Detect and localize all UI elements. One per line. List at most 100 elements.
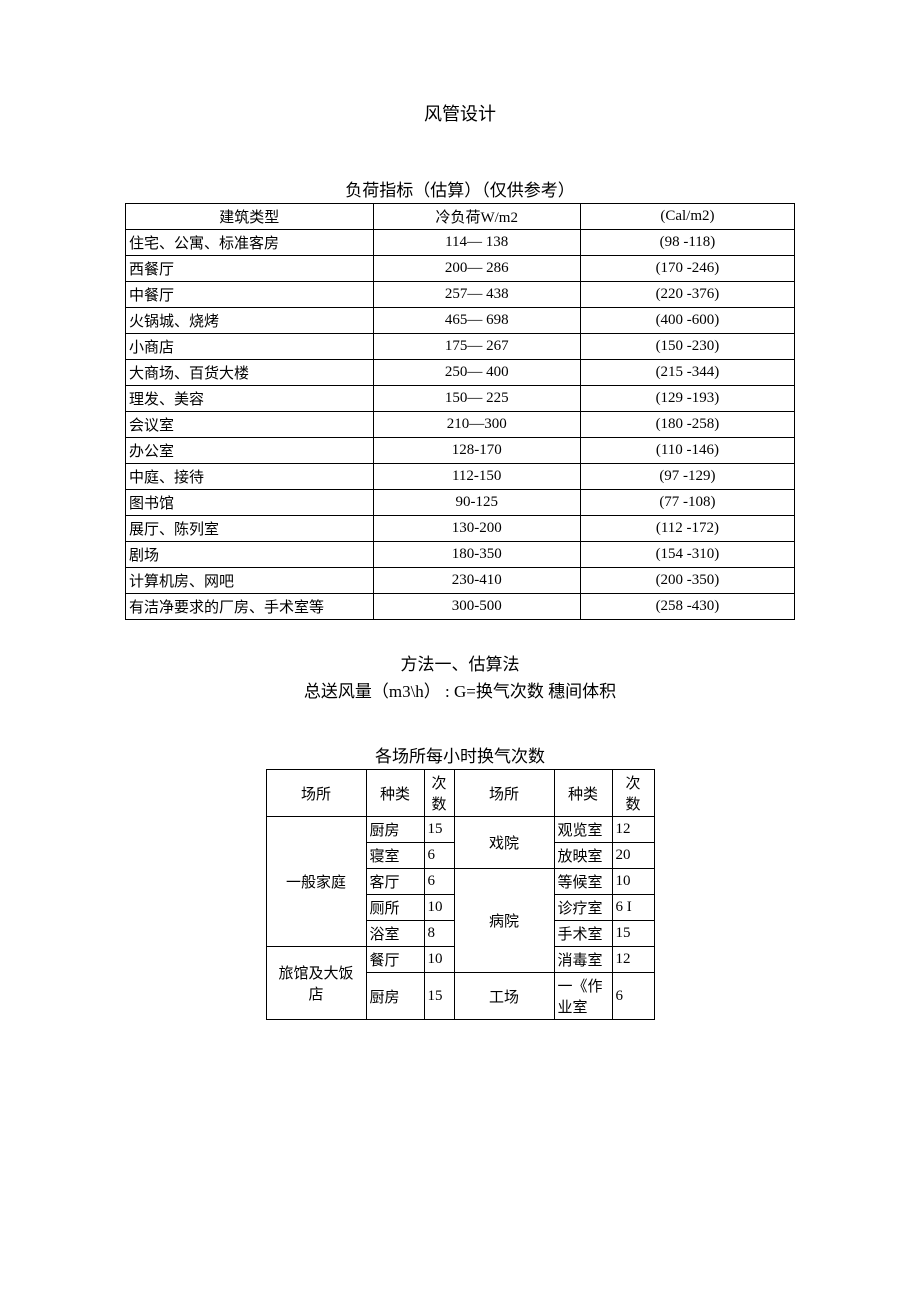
t1-cell: 300-500 xyxy=(373,594,580,620)
table2-title: 各场所每小时换气次数 xyxy=(125,742,795,767)
table-row: 火锅城、烧烤465— 698(400 -600) xyxy=(126,308,795,334)
t1-cell: 图书馆 xyxy=(126,490,374,516)
t1-cell: 计算机房、网吧 xyxy=(126,568,374,594)
table-row: 图书馆90-125(77 -108) xyxy=(126,490,795,516)
t1-cell: 90-125 xyxy=(373,490,580,516)
t1-cell: (97 -129) xyxy=(580,464,794,490)
t2-cell: 12 xyxy=(612,947,654,973)
t1-cell: (258 -430) xyxy=(580,594,794,620)
t2-place-factory: 工场 xyxy=(454,973,554,1020)
table-row: 计算机房、网吧230-410(200 -350) xyxy=(126,568,795,594)
t2-cell: 放映室 xyxy=(554,843,612,869)
t2-cell: 15 xyxy=(424,973,454,1020)
t2-cell: 观览室 xyxy=(554,817,612,843)
t2-count-text: 6 xyxy=(616,899,627,915)
table-row: 一般家庭 厨房 15 戏院 观览室 12 xyxy=(266,817,654,843)
t2-cell: 10 xyxy=(424,895,454,921)
t1-cell: (129 -193) xyxy=(580,386,794,412)
doc-title: 风管设计 xyxy=(125,100,795,126)
t1-cell: 大商场、百货大楼 xyxy=(126,360,374,386)
t2-cell: 手术室 xyxy=(554,921,612,947)
t1-cell: 中庭、接待 xyxy=(126,464,374,490)
t1-cell: 办公室 xyxy=(126,438,374,464)
t1-cell: (150 -230) xyxy=(580,334,794,360)
t1-cell: 250— 400 xyxy=(373,360,580,386)
t1-cell: (215 -344) xyxy=(580,360,794,386)
t2-cell: 15 xyxy=(424,817,454,843)
table-row: 中庭、接待112-150(97 -129) xyxy=(126,464,795,490)
t2-place-hotel: 旅馆及大饭 店 xyxy=(266,947,366,1020)
t1-cell: 会议室 xyxy=(126,412,374,438)
air-change-table: 场所 种类 次 数 场所 种类 次数 一般家庭 厨房 15 戏院 观览室 12 … xyxy=(266,769,655,1020)
table-row: 中餐厅257— 438(220 -376) xyxy=(126,282,795,308)
t2-cell: 15 xyxy=(612,921,654,947)
table-row: 有洁净要求的厂房、手术室等300-500(258 -430) xyxy=(126,594,795,620)
t1-cell: 114— 138 xyxy=(373,230,580,256)
t1-cell: 180-350 xyxy=(373,542,580,568)
t2-place-home: 一般家庭 xyxy=(266,817,366,947)
t1-cell: (400 -600) xyxy=(580,308,794,334)
t2-cell: 8 xyxy=(424,921,454,947)
mark-icon: I xyxy=(627,899,632,915)
t2-h-kind1: 种类 xyxy=(366,770,424,817)
t1-cell: (220 -376) xyxy=(580,282,794,308)
t2-cell: 诊疗室 xyxy=(554,895,612,921)
t1-cell: 230-410 xyxy=(373,568,580,594)
t2-cell: 20 xyxy=(612,843,654,869)
t2-cell: 厕所 xyxy=(366,895,424,921)
t2-h-kind2: 种类 xyxy=(554,770,612,817)
t1-cell: 中餐厅 xyxy=(126,282,374,308)
t2-cell: 6 xyxy=(612,973,654,1020)
t2-cell: 一《作业室 xyxy=(554,973,612,1020)
t2-h-place2: 场所 xyxy=(454,770,554,817)
t2-cell: 餐厅 xyxy=(366,947,424,973)
table-row: 展厅、陈列室130-200(112 -172) xyxy=(126,516,795,542)
t1-cell: 150— 225 xyxy=(373,386,580,412)
t2-cell: 等候室 xyxy=(554,869,612,895)
t1-cell: 剧场 xyxy=(126,542,374,568)
t2-h-count2: 次数 xyxy=(612,770,654,817)
t1-cell: 火锅城、烧烤 xyxy=(126,308,374,334)
table1-header-1: 冷负荷W/m2 xyxy=(373,204,580,230)
table1-title: 负荷指标（估算）（仅供参考） xyxy=(125,176,795,201)
t2-cell: 10 xyxy=(424,947,454,973)
table-row: 大商场、百货大楼250— 400(215 -344) xyxy=(126,360,795,386)
t2-cell: 6 xyxy=(424,843,454,869)
table1-header-row: 建筑类型 冷负荷W/m2 (Cal/m2) xyxy=(126,204,795,230)
table-row: 办公室128-170(110 -146) xyxy=(126,438,795,464)
t1-cell: 128-170 xyxy=(373,438,580,464)
t1-cell: 小商店 xyxy=(126,334,374,360)
t1-cell: 理发、美容 xyxy=(126,386,374,412)
table-row: 西餐厅200— 286(170 -246) xyxy=(126,256,795,282)
t1-cell: 有洁净要求的厂房、手术室等 xyxy=(126,594,374,620)
t2-cell: 6 xyxy=(424,869,454,895)
table-row: 小商店175— 267(150 -230) xyxy=(126,334,795,360)
t1-cell: 465— 698 xyxy=(373,308,580,334)
t1-cell: (180 -258) xyxy=(580,412,794,438)
t1-cell: (170 -246) xyxy=(580,256,794,282)
t2-place-hospital: 病院 xyxy=(454,869,554,973)
t2-cell: 消毒室 xyxy=(554,947,612,973)
t2-cell: 10 xyxy=(612,869,654,895)
table-row: 会议室210—300(180 -258) xyxy=(126,412,795,438)
t2-h-place1: 场所 xyxy=(266,770,366,817)
t2-cell: 12 xyxy=(612,817,654,843)
t1-cell: (110 -146) xyxy=(580,438,794,464)
t1-cell: 展厅、陈列室 xyxy=(126,516,374,542)
table1-header-0: 建筑类型 xyxy=(126,204,374,230)
t2-cell: 厨房 xyxy=(366,973,424,1020)
t1-cell: 西餐厅 xyxy=(126,256,374,282)
load-index-table: 建筑类型 冷负荷W/m2 (Cal/m2) 住宅、公寓、标准客房114— 138… xyxy=(125,203,795,620)
formula-line: 总送风量（m3\h） : G=换气次数 穗间体积 xyxy=(125,677,795,702)
t1-cell: 200— 286 xyxy=(373,256,580,282)
t1-cell: (77 -108) xyxy=(580,490,794,516)
t2-place-theater: 戏院 xyxy=(454,817,554,869)
method-title: 方法一、估算法 xyxy=(125,650,795,675)
t1-cell: 210—300 xyxy=(373,412,580,438)
t1-cell: (200 -350) xyxy=(580,568,794,594)
t1-cell: 175— 267 xyxy=(373,334,580,360)
t2-cell: 客厅 xyxy=(366,869,424,895)
t2-cell: 6 I xyxy=(612,895,654,921)
table-row: 住宅、公寓、标准客房114— 138(98 -118) xyxy=(126,230,795,256)
t1-cell: 130-200 xyxy=(373,516,580,542)
